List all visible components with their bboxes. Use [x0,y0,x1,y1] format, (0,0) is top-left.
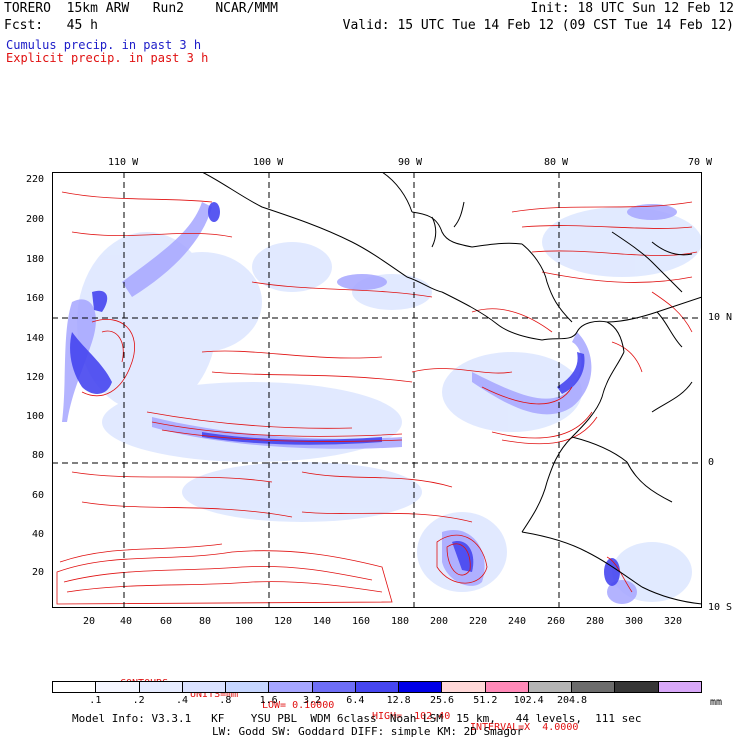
colorbar-label: 6.4 [346,695,365,706]
lon-label-110w: 110 W [108,157,139,168]
x-tick: 220 [469,616,488,627]
x-tick: 40 [120,616,133,627]
colorbar-swatch [53,682,97,692]
colorbar-label: 3.2 [302,695,322,706]
x-tick: 60 [160,616,173,627]
colorbar-swatch [139,682,183,692]
lat-label-0: 0 [708,457,715,468]
colorbar-swatch [182,682,227,692]
explicit-precip-contours [56,191,698,605]
valid-time: Valid: 15 UTC Tue 14 Feb 12 (09 CST Tue … [342,18,734,33]
x-tick: 80 [199,616,212,627]
x-tick: 320 [664,616,683,627]
x-tick: 200 [430,616,449,627]
colorbar-swatch [269,682,313,692]
graticule [52,172,702,608]
contours-interval: INTERVAL=X 4.0000 [470,722,579,733]
lat-label-10s: 10 S [708,602,733,613]
colorbar-unit: mm [710,697,723,708]
contours-high: HIGH= 102.40 [372,711,451,722]
colorbar-label: .4 [175,695,189,706]
colorbar-swatch [485,682,529,692]
x-tick: 160 [352,616,371,627]
colorbar-label: 1.6 [259,695,278,706]
contours-low: LOW= 0.10000 [262,700,335,711]
forecast-hour: Fcst: 45 h [4,18,98,33]
y-tick: 120 [26,372,45,383]
colorbar-label: 51.2 [473,695,498,706]
colorbar-swatch [96,682,140,692]
x-tick: 20 [83,616,96,627]
lon-label-70w: 70 W [688,157,713,168]
x-tick: 180 [391,616,410,627]
colorbar-label: 204.8 [556,695,588,706]
map-frame [52,172,702,608]
y-tick: 220 [26,174,45,185]
y-tick: 80 [32,450,45,461]
lon-label-80w: 80 W [544,157,569,168]
colorbar-label: 12.8 [386,695,411,706]
colorbar [52,681,702,693]
colorbar-label: .2 [132,695,145,706]
colorbar-swatch [615,682,659,692]
precip-map [52,172,702,608]
legend-explicit: Explicit precip. in past 3 h [6,51,209,65]
colorbar-label: 25.6 [429,695,455,706]
run-title: TORERO 15km ARW Run2 NCAR/MMM [4,1,278,16]
lon-label-100w: 100 W [253,157,284,168]
colorbar-label: 102.4 [513,695,544,706]
model-info-line2: LW: Godd SW: Goddard DIFF: simple KM: 2D… [212,725,524,738]
colorbar-swatch [528,682,573,692]
x-tick: 300 [625,616,644,627]
y-tick: 160 [26,293,45,304]
y-tick: 60 [32,490,45,501]
colorbar-swatch [312,682,356,692]
colorbar-swatch [572,682,616,692]
model-info-line1: Model Info: V3.3.1 KF YSU PBL WDM 6class… [72,712,642,725]
coastlines [201,172,702,605]
colorbar-label: .1 [89,695,102,706]
init-time: Init: 18 UTC Sun 12 Feb 12 [530,1,735,16]
colorbar-swatch [399,682,443,692]
lat-label-10n: 10 N [708,312,733,323]
x-tick: 100 [235,616,254,627]
colorbar-labels: .1 .2 .4 .8 1.6 3.2 6.4 12.8 25.6 51.2 102.4 204.8 [0,695,740,709]
y-tick: 180 [26,254,45,265]
y-tick: 100 [26,411,45,422]
colorbar-swatch [658,682,701,692]
x-tick: 260 [547,616,566,627]
contours-units: UNITS=mm [190,689,239,700]
y-tick: 200 [26,214,45,225]
colorbar-label: .8 [219,695,232,706]
colorbar-swatch [355,682,400,692]
x-tick: 240 [508,616,527,627]
y-tick: 40 [32,529,45,540]
x-tick: 140 [313,616,332,627]
colorbar-swatch [442,682,486,692]
lon-label-90w: 90 W [398,157,423,168]
y-tick: 20 [32,567,45,578]
colorbar-swatch [226,682,270,692]
y-tick: 140 [26,333,45,344]
legend-cumulus: Cumulus precip. in past 3 h [6,38,202,52]
x-tick: 120 [274,616,293,627]
x-tick: 280 [586,616,605,627]
